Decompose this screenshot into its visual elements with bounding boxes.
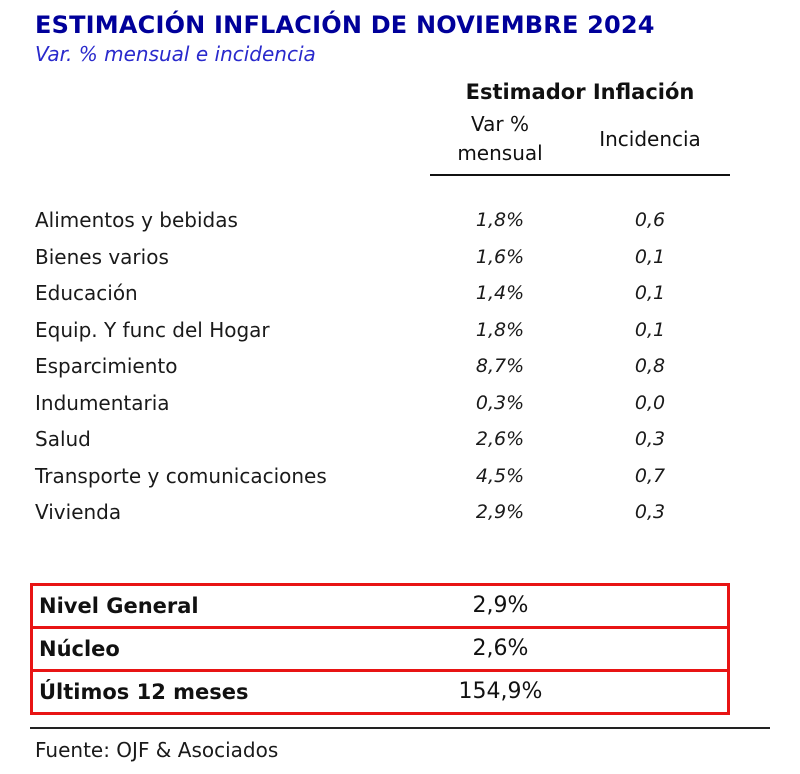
row-var-value: 0,3%: [475, 391, 525, 414]
summary-value: 154,9%: [458, 679, 543, 704]
row-incidencia-value: 0,0: [634, 391, 666, 414]
row-incidencia-value: 0,3: [634, 428, 666, 451]
table-row: Transporte y comunicaciones 4,5% 0,7: [30, 458, 770, 495]
group-header: Estimador Inflación: [465, 80, 695, 104]
spacer: [30, 80, 430, 104]
summary-row-ultimos-12-meses: Últimos 12 meses 154,9%: [33, 668, 727, 712]
row-var-value: 1,8%: [475, 318, 525, 341]
table-row: Equip. Y func del Hogar 1,8% 0,1: [30, 312, 770, 349]
table-row: Vivienda 2,9% 0,3: [30, 494, 770, 531]
row-label: Alimentos y bebidas: [35, 208, 238, 233]
table-column-headers: Var % mensual Incidencia: [30, 110, 770, 174]
summary-value: 2,6%: [472, 636, 529, 661]
row-incidencia-value: 0,8: [634, 355, 666, 378]
table-row: Educación 1,4% 0,1: [30, 275, 770, 312]
row-label: Vivienda: [35, 500, 122, 525]
table-row: Indumentaria 0,3% 0,0: [30, 385, 770, 422]
column-header-var-line2: mensual: [457, 141, 543, 165]
summary-value: 2,9%: [472, 593, 529, 618]
row-var-value: 2,6%: [475, 428, 525, 451]
row-incidencia-value: 0,6: [634, 209, 666, 232]
row-label: Indumentaria: [35, 390, 170, 415]
table-row: Salud 2,6% 0,3: [30, 421, 770, 458]
row-label: Salud: [35, 427, 91, 452]
header-underline: [430, 174, 730, 176]
row-incidencia-value: 0,3: [634, 501, 666, 524]
row-incidencia-value: 0,1: [634, 245, 666, 268]
summary-label: Nivel General: [39, 593, 199, 618]
row-var-value: 1,8%: [475, 209, 525, 232]
column-header-var-mensual: Var % mensual: [430, 110, 570, 174]
footer-divider: [30, 726, 770, 729]
page-title: ESTIMACIÓN INFLACIÓN DE NOVIEMBRE 2024: [35, 11, 655, 39]
table-row: Bienes varios 1,6% 0,1: [30, 239, 770, 276]
header-underline-row: [30, 174, 770, 176]
row-var-value: 1,6%: [475, 245, 525, 268]
row-label: Esparcimiento: [35, 354, 178, 379]
row-label: Educación: [35, 281, 138, 306]
summary-label: Núcleo: [39, 636, 120, 661]
row-label: Transporte y comunicaciones: [35, 463, 327, 488]
row-var-value: 8,7%: [475, 355, 525, 378]
summary-row-nucleo: Núcleo 2,6%: [33, 625, 727, 669]
row-label: Bienes varios: [35, 244, 169, 269]
row-var-value: 2,9%: [475, 501, 525, 524]
summary-label: Últimos 12 meses: [39, 679, 249, 704]
row-var-value: 1,4%: [475, 282, 525, 305]
column-header-var-line1: Var %: [471, 112, 529, 136]
page-subtitle: Var. % mensual e incidencia: [35, 42, 316, 66]
table-group-header-row: Estimador Inflación: [30, 80, 770, 104]
row-incidencia-value: 0,1: [634, 282, 666, 305]
table-body: Alimentos y bebidas 1,8% 0,6 Bienes vari…: [30, 202, 770, 531]
row-var-value: 4,5%: [475, 464, 525, 487]
table-row: Esparcimiento 8,7% 0,8: [30, 348, 770, 385]
table-row: Alimentos y bebidas 1,8% 0,6: [30, 202, 770, 239]
column-header-incidencia: Incidencia: [599, 126, 701, 151]
row-incidencia-value: 0,7: [634, 464, 666, 487]
row-label: Equip. Y func del Hogar: [35, 317, 270, 342]
summary-highlight-box: Nivel General 2,9% Núcleo 2,6% Últimos 1…: [30, 582, 730, 715]
spacer: [30, 174, 430, 176]
row-incidencia-value: 0,1: [634, 318, 666, 341]
summary-row-nivel-general: Nivel General 2,9%: [33, 586, 727, 626]
spacer: [30, 110, 430, 174]
source-note: Fuente: OJF & Asociados: [35, 737, 279, 762]
